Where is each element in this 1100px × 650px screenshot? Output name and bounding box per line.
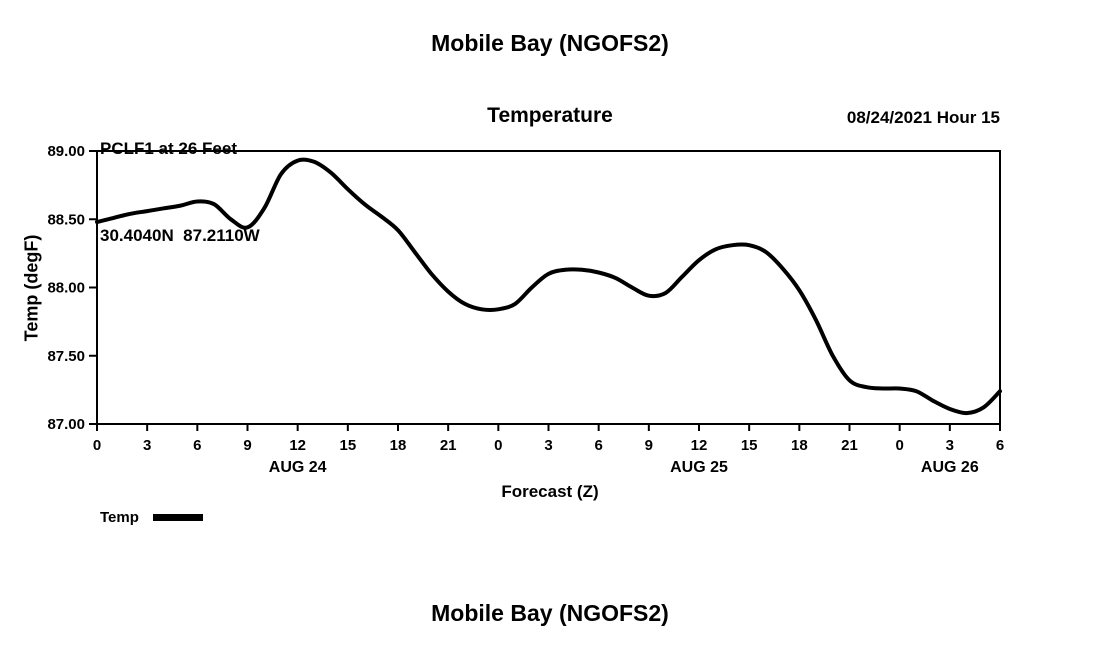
x-tick-label: 9 xyxy=(243,437,251,454)
chart-legend: Temp xyxy=(100,509,203,526)
next-chart-title: Mobile Bay (NGOFS2) xyxy=(431,600,669,626)
x-tick-label: 0 xyxy=(93,437,101,454)
x-tick-label: 18 xyxy=(390,437,407,454)
y-tick-label: 87.50 xyxy=(47,348,85,365)
temp-series-line xyxy=(95,157,1002,416)
legend-line-swatch xyxy=(152,514,203,521)
chart-title: Temperature xyxy=(487,104,613,127)
x-tick-label: 12 xyxy=(691,437,708,454)
x-tick-label: 3 xyxy=(946,437,954,454)
date-label: AUG 26 xyxy=(921,459,979,476)
x-tick-label: 18 xyxy=(791,437,808,454)
station-coordinates: 30.4040N 87.2110W xyxy=(100,226,260,245)
y-tick-label: 87.00 xyxy=(47,416,85,433)
legend-label: Temp xyxy=(100,509,139,526)
station-name: PCLF1 at 26 Feet xyxy=(100,139,237,158)
x-tick-label: 9 xyxy=(645,437,653,454)
x-tick-label: 0 xyxy=(494,437,502,454)
x-tick-label: 6 xyxy=(193,437,201,454)
plot-frame xyxy=(96,150,1001,425)
model-run-info: 08/24/2021 Hour 15 xyxy=(846,108,1000,127)
x-tick-label: 3 xyxy=(544,437,552,454)
x-tick-label: 6 xyxy=(996,437,1004,454)
x-tick-label: 15 xyxy=(339,437,356,454)
x-axis-label: Forecast (Z) xyxy=(501,482,599,501)
station-info: PCLF1 at 26 Feet 30.4040N 87.2110W xyxy=(100,76,260,308)
y-tick-label: 89.00 xyxy=(47,143,85,160)
y-tick-label: 88.00 xyxy=(47,280,85,297)
x-tick-label: 15 xyxy=(741,437,758,454)
x-tick-label: 6 xyxy=(594,437,602,454)
x-tick-label: 12 xyxy=(289,437,306,454)
date-label: AUG 24 xyxy=(269,459,327,476)
x-tick-label: 0 xyxy=(895,437,903,454)
y-tick-label: 88.50 xyxy=(47,211,85,228)
page-title: Mobile Bay (NGOFS2) xyxy=(431,30,669,56)
x-tick-label: 21 xyxy=(841,437,858,454)
x-tick-label: 3 xyxy=(143,437,151,454)
x-tick-label: 21 xyxy=(440,437,457,454)
date-label: AUG 25 xyxy=(670,459,728,476)
